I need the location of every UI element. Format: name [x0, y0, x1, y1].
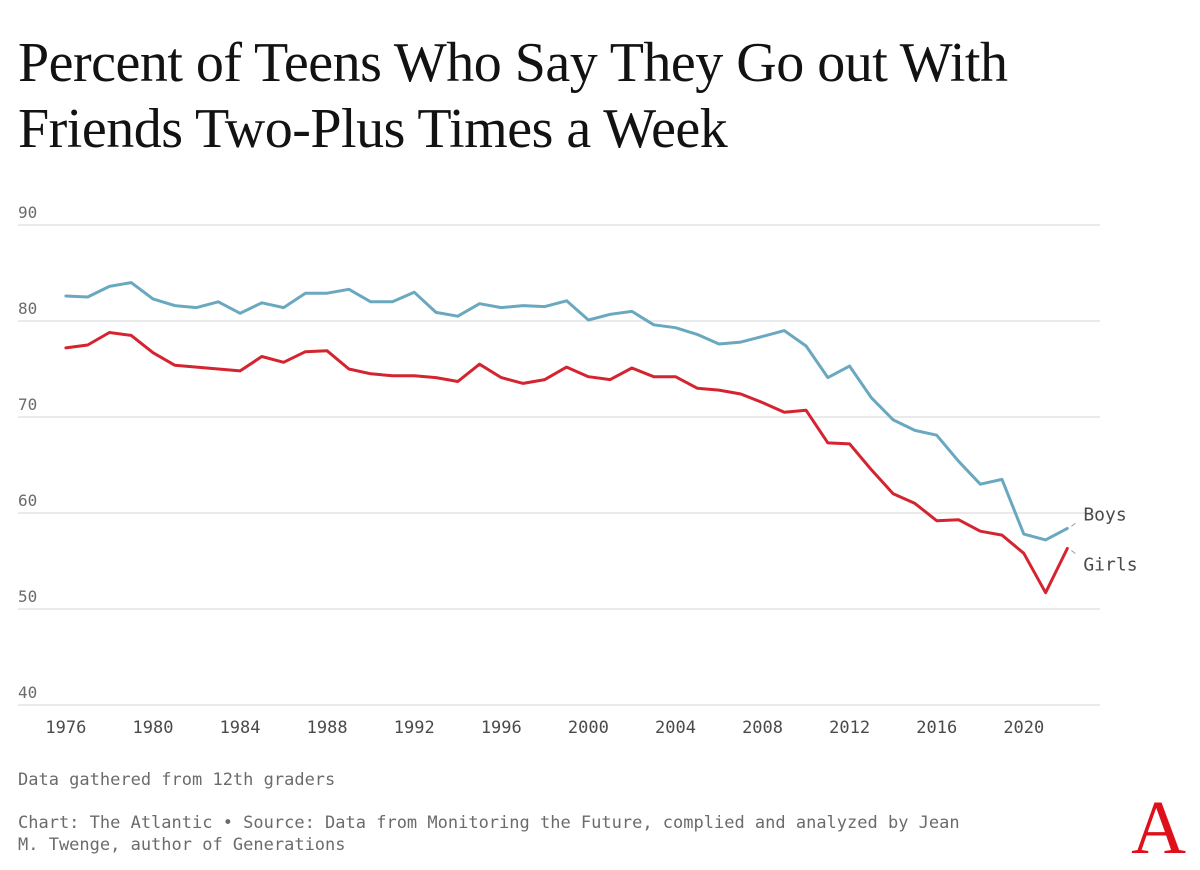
series-label-boys: Boys [1083, 504, 1126, 525]
y-tick-label: 50 [18, 587, 37, 606]
y-tick-label: 60 [18, 491, 37, 510]
series-label-girls: Girls [1083, 555, 1137, 576]
y-tick-label: 40 [18, 683, 37, 702]
y-tick-label: 80 [18, 299, 37, 318]
series-line-girls [64, 331, 1069, 595]
data-note: Data gathered from 12th graders [18, 770, 336, 790]
x-tick-label: 2012 [829, 718, 870, 738]
atlantic-logo: A [1131, 786, 1186, 870]
series-line-boys [64, 281, 1069, 542]
line-chart: 40 50 60 70 80 90 1976 1980 1984 1988 1992 1996 200… [18, 203, 1138, 738]
x-tick-label: 1980 [132, 718, 173, 738]
series-lines [64, 281, 1069, 595]
gridlines [18, 224, 1100, 706]
x-tick-label: 1996 [481, 718, 522, 738]
x-tick-label: 1988 [307, 718, 348, 738]
label-leader-girls [1071, 550, 1076, 554]
credit-line-2: M. Twenge, author of Generations [18, 835, 346, 855]
title-line-2: Friends Two-Plus Times a Week [18, 98, 728, 160]
credit-line-1: Chart: The Atlantic • Source: Data from … [18, 813, 960, 833]
x-tick-label: 2000 [568, 718, 609, 738]
label-leader-boys [1071, 522, 1076, 527]
x-axis-ticks: 1976 1980 1984 1988 1992 1996 2000 2004 2008 2012… [45, 718, 1044, 738]
title-line-1: Percent of Teens Who Say They Go out Wit… [18, 32, 1008, 94]
x-tick-label: 1992 [394, 718, 435, 738]
x-tick-label: 2016 [916, 718, 957, 738]
source-credit: Chart: The Atlantic • Source: Data from … [18, 812, 1128, 856]
x-tick-label: 1976 [45, 718, 86, 738]
chart-title: Percent of Teens Who Say They Go out Wit… [18, 30, 1188, 162]
x-tick-label: 2020 [1003, 718, 1044, 738]
y-tick-label: 70 [18, 395, 37, 414]
series-labels: Boys Girls [1071, 504, 1138, 576]
x-tick-label: 2008 [742, 718, 783, 738]
x-tick-label: 1984 [220, 718, 261, 738]
y-tick-label: 90 [18, 203, 37, 222]
x-tick-label: 2004 [655, 718, 696, 738]
y-axis-ticks: 40 50 60 70 80 90 [18, 203, 37, 702]
